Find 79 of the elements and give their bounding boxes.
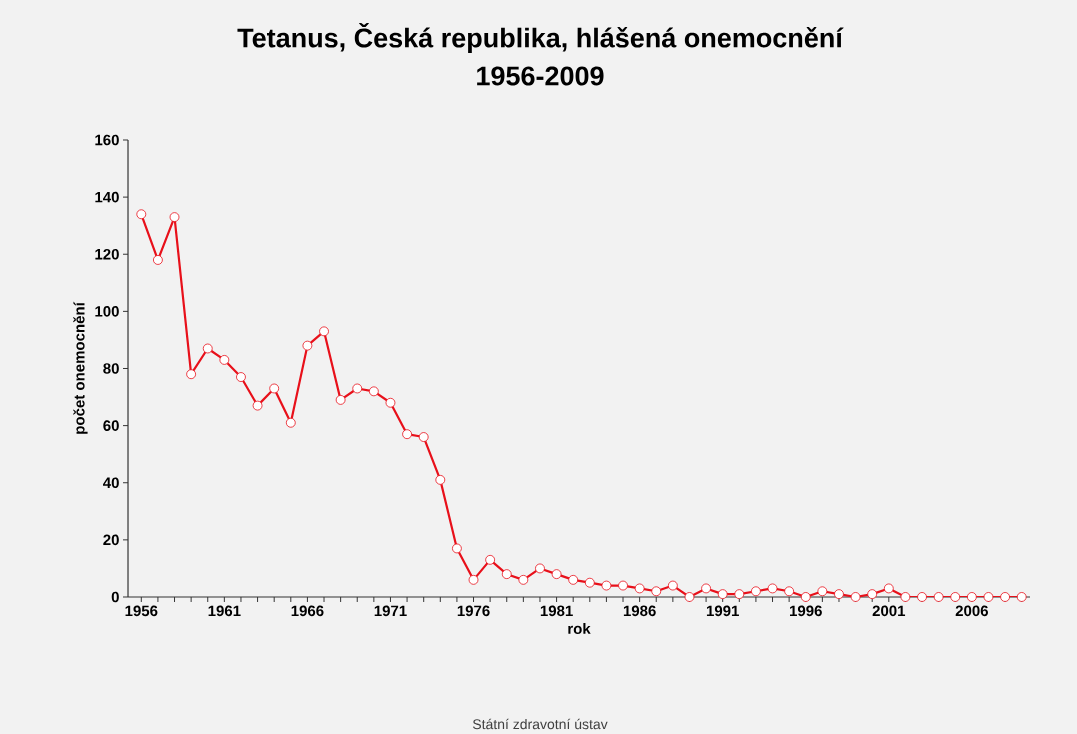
point — [767, 583, 778, 594]
point — [452, 543, 462, 554]
y-tick-label: 120 — [95, 248, 119, 260]
point — [634, 583, 645, 594]
point — [219, 355, 230, 365]
point — [834, 589, 844, 600]
point — [883, 583, 894, 594]
point — [734, 589, 745, 600]
point — [983, 592, 994, 602]
y-tick-label: 60 — [103, 420, 119, 431]
point — [950, 592, 961, 602]
point — [817, 586, 828, 597]
point — [701, 583, 711, 594]
x-tick-label: 1956 — [125, 605, 158, 617]
y-tick-label: 80 — [103, 363, 119, 374]
x-tick-label: 1986 — [623, 605, 656, 617]
y-tick-label: 160 — [95, 134, 119, 146]
x-tick-label: 1961 — [208, 605, 241, 617]
point — [850, 592, 861, 602]
point — [551, 569, 562, 580]
point — [402, 429, 412, 440]
point — [169, 212, 180, 223]
point — [385, 397, 396, 408]
point — [468, 574, 479, 585]
chart-title: Tetanus, Česká republika, hlášená onemocnění — [237, 23, 844, 53]
text: Státní zdravotní ústav — [472, 718, 608, 730]
point — [186, 369, 197, 380]
point — [435, 474, 446, 485]
point — [568, 574, 579, 585]
point — [236, 372, 246, 382]
point — [202, 343, 213, 354]
point — [252, 400, 263, 411]
point — [518, 574, 529, 585]
point — [418, 432, 429, 442]
x-tick-label: 1971 — [374, 605, 407, 617]
point — [684, 592, 695, 602]
point — [335, 395, 346, 405]
y-tick-label: 40 — [103, 477, 119, 489]
point — [584, 577, 595, 588]
point — [1016, 592, 1027, 602]
point — [933, 592, 944, 602]
x-tick-label: 2006 — [955, 605, 988, 617]
point — [535, 563, 545, 574]
point — [136, 209, 147, 220]
y-tick-label: 100 — [95, 306, 119, 317]
point — [618, 580, 628, 591]
point — [352, 383, 363, 394]
point — [667, 580, 678, 591]
point — [319, 326, 329, 337]
point — [717, 589, 728, 600]
point — [900, 592, 911, 602]
point — [1000, 592, 1010, 602]
chart-subtitle: 1956-2009 — [477, 66, 604, 86]
x-tick-label: 1981 — [540, 605, 573, 617]
x-axis-title: rok — [568, 623, 591, 635]
point — [302, 340, 313, 351]
point — [966, 592, 977, 602]
x-tick-label: 1966 — [291, 605, 324, 617]
point — [285, 417, 296, 428]
point — [368, 386, 379, 397]
point — [269, 383, 280, 394]
point — [867, 589, 878, 600]
point — [153, 255, 163, 265]
point — [751, 586, 761, 597]
point — [800, 592, 811, 602]
y-axis-title: počet onemocnění — [73, 301, 88, 434]
point — [651, 586, 662, 597]
point — [917, 592, 927, 602]
y-tick-label: 140 — [95, 191, 119, 203]
x-tick-label: 1976 — [457, 605, 490, 617]
point — [601, 580, 612, 591]
y-tick-label: 0 — [111, 591, 119, 603]
y-tick-label: 20 — [103, 534, 119, 546]
point — [485, 554, 496, 565]
point — [501, 569, 512, 580]
x-tick-label: 1996 — [790, 605, 822, 617]
point — [784, 586, 795, 597]
x-tick-label: 2001 — [872, 605, 906, 617]
x-tick-label: 1991 — [706, 605, 739, 617]
